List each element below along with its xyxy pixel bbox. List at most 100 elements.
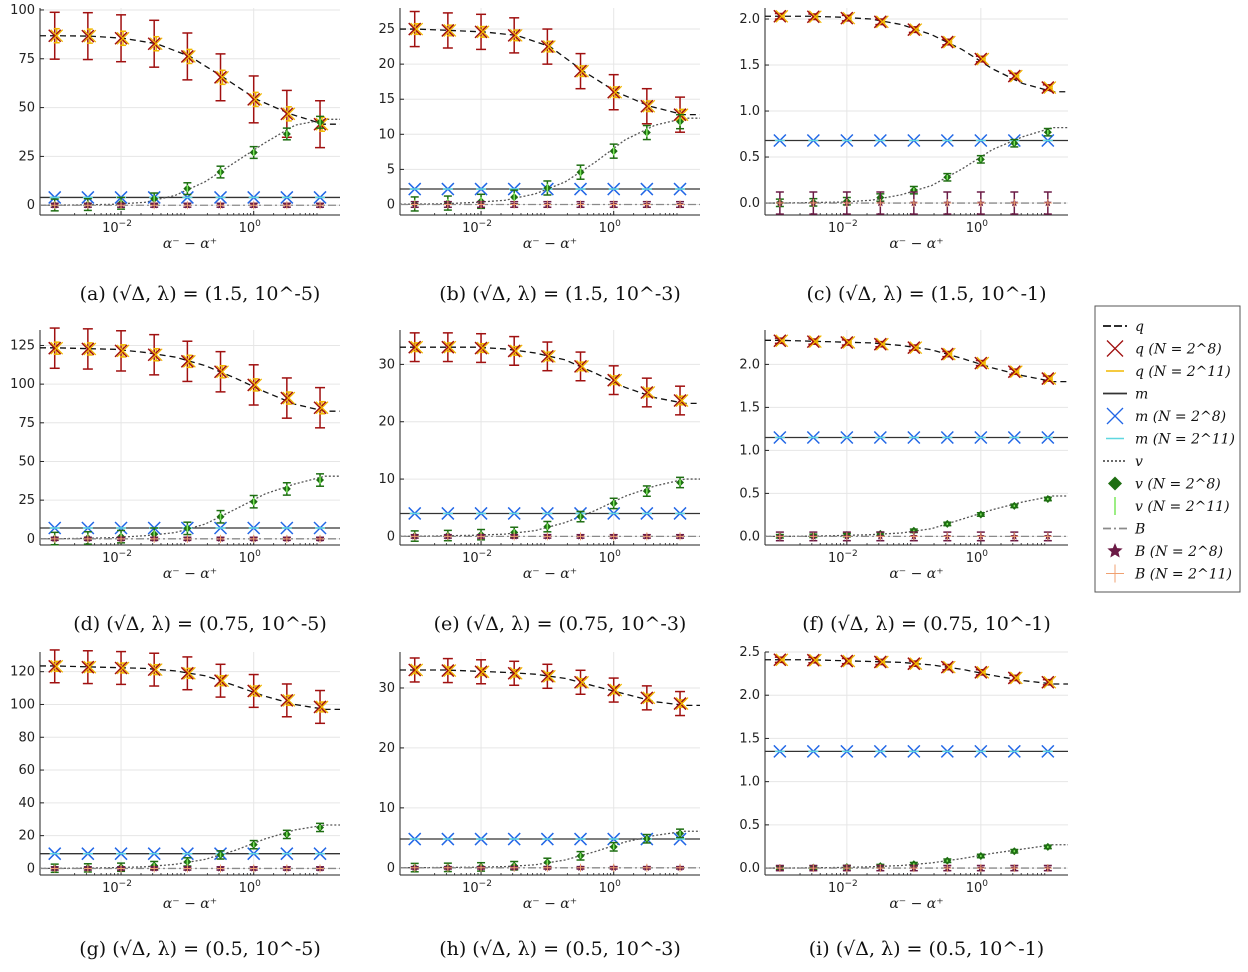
B-n11-marker <box>576 532 585 541</box>
B-n11-marker <box>183 534 192 543</box>
q-n8-marker <box>1007 671 1021 685</box>
q-n8-marker <box>640 691 654 705</box>
q-n8-marker <box>48 29 62 43</box>
q-n8-marker <box>540 40 554 54</box>
q-n11-marker <box>216 70 229 84</box>
q-n8-marker <box>1041 372 1055 386</box>
q-n11-marker <box>216 674 229 688</box>
B-n11-marker <box>976 199 985 208</box>
legend-swatch <box>1107 543 1123 558</box>
legend-label: m (N = 2^11) <box>1135 432 1235 448</box>
legend-label: B (N = 2^11) <box>1134 567 1232 583</box>
legend-label: q (N = 2^11) <box>1135 364 1231 380</box>
B-n11-marker <box>976 864 985 873</box>
y-tick-label: 50 <box>18 101 35 116</box>
q-n8-marker <box>147 37 161 51</box>
B-n11-marker <box>809 532 818 541</box>
q-n11-marker <box>1043 81 1057 95</box>
q-n11-marker <box>542 40 556 54</box>
chart-panel-c: 0.0 0.5 1.0 1.5 2.0 10−2 100 α⁻ − α⁺ (c) (√Δ, λ)… <box>739 8 1068 305</box>
q-n11-marker <box>443 664 457 678</box>
B-n11-marker <box>50 534 59 543</box>
q-n11-marker <box>50 341 64 355</box>
q-n8-marker <box>607 683 621 697</box>
q-n8-marker <box>441 664 455 678</box>
q-n11-marker <box>576 675 589 689</box>
B-n11-marker <box>976 532 985 541</box>
legend: q q (N = 2^8) q (N = 2^11) m m (N = 2^8) m (N… <box>1094 305 1241 593</box>
q-n11-marker <box>116 344 130 358</box>
B-n11-marker <box>282 201 291 210</box>
grid <box>40 652 340 875</box>
B-n11-marker <box>477 532 486 541</box>
legend-entry-q_n11: q (N = 2^11) <box>1106 364 1231 380</box>
y-tick-label: 1.5 <box>739 731 760 746</box>
B-n11-marker <box>150 534 159 543</box>
q-n11-marker <box>182 50 196 63</box>
legend-entry-B_line: B <box>1103 522 1145 538</box>
B-n11-marker <box>576 200 585 209</box>
q-n8-marker <box>940 35 954 49</box>
x-tick-label: 100 <box>966 549 989 566</box>
y-tick-label: 60 <box>18 763 35 778</box>
q-n8-marker <box>48 659 62 673</box>
B-n11-marker <box>543 532 552 541</box>
q-n11-marker <box>909 23 923 37</box>
chart-panel-f: 0.0 0.5 1.0 1.5 2.0 10−2 100 α⁻ − α⁺ (f) (√Δ, λ)… <box>739 330 1068 635</box>
y-tick-label: 10 <box>378 127 395 142</box>
x-axis-label: α⁻ − α⁺ <box>889 896 943 912</box>
B-n11-marker <box>1010 199 1019 208</box>
y-tick-label: 1.0 <box>739 775 760 790</box>
q-n11-marker <box>576 359 589 373</box>
B-n11-marker <box>676 200 685 209</box>
q-n8-marker <box>1007 69 1021 83</box>
B-n11-marker <box>316 864 325 873</box>
q-n11-marker <box>909 657 923 671</box>
y-tick-label: 100 <box>10 377 35 392</box>
B-n11-marker <box>576 863 585 872</box>
q-n8-marker <box>474 341 488 355</box>
y-tick-label: 20 <box>378 741 395 756</box>
panel-caption-a: (a) (√Δ, λ) = (1.5, 10^-5) <box>80 283 321 305</box>
q-n11-marker <box>1009 365 1023 379</box>
panel-caption-b: (b) (√Δ, λ) = (1.5, 10^-3) <box>439 283 681 305</box>
B-n11-marker <box>117 201 126 210</box>
y-tick-label: 0 <box>387 861 395 876</box>
q-n8-marker <box>640 99 654 113</box>
y-tick-label: 0.5 <box>739 818 760 833</box>
grid <box>400 8 700 215</box>
q-n8-marker <box>940 660 954 674</box>
B-n11-marker <box>909 199 918 208</box>
q-n8-marker <box>940 347 954 361</box>
y-tick-label: 100 <box>10 697 35 712</box>
B-n11-marker <box>83 201 92 210</box>
q-n11-marker <box>116 31 130 45</box>
grid <box>765 8 1068 215</box>
B-n11-marker <box>809 864 818 873</box>
chart-panel-g: 0 20 40 60 80 100 120 10−2 100 α⁻ − α⁺ (g) (√Δ, λ)… <box>10 649 340 960</box>
q-n8-marker <box>573 359 588 373</box>
y-tick-label: 100 <box>10 3 35 18</box>
panel-caption-i: (i) (√Δ, λ) = (0.5, 10^-1) <box>809 938 1044 960</box>
x-tick-label: 100 <box>239 879 262 896</box>
x-axis-label: α⁻ − α⁺ <box>163 566 217 582</box>
B-n11-marker <box>410 200 419 209</box>
y-tick-label: 1.5 <box>739 400 760 415</box>
q-n8-marker <box>213 365 228 379</box>
q-n11-marker <box>476 665 490 679</box>
q-n11-marker <box>282 107 296 121</box>
y-tick-label: 0.5 <box>739 150 760 165</box>
legend-entry-B_n11: B (N = 2^11) <box>1106 564 1232 583</box>
q-n11-marker <box>542 669 556 683</box>
q-n11-marker <box>315 401 329 415</box>
B-n11-marker <box>909 532 918 541</box>
q-n8-marker <box>213 70 228 84</box>
B-n11-marker <box>117 534 126 543</box>
q-n8-marker <box>840 11 854 25</box>
q-n11-marker <box>842 11 856 25</box>
q-n11-marker <box>642 99 656 113</box>
v-theory-line <box>765 495 1068 538</box>
x-tick-label: 100 <box>966 879 989 896</box>
q-n11-marker <box>83 342 97 356</box>
q-n8-marker <box>773 334 787 348</box>
